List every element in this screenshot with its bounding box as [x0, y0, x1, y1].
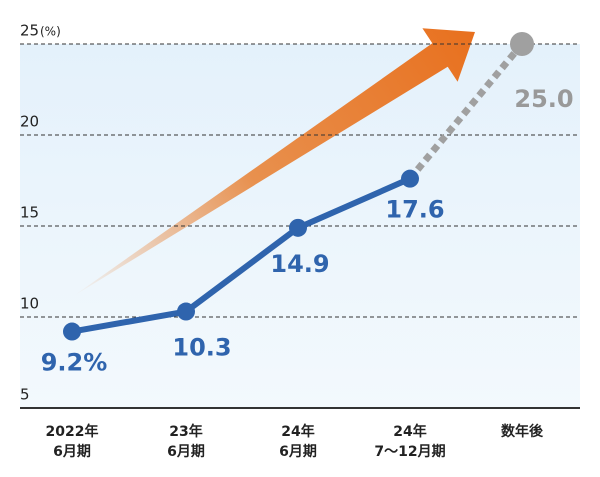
data-point	[401, 169, 419, 188]
data-point	[289, 218, 307, 237]
data-label: 25.0	[514, 85, 573, 113]
y-tick-label: 10	[20, 295, 39, 313]
data-label: 9.2%	[41, 349, 108, 377]
x-tick-label: 7～12月期	[374, 444, 445, 460]
data-point	[177, 302, 195, 321]
x-tick-label: 2022年	[46, 423, 99, 440]
x-tick-label: 24年	[281, 423, 314, 440]
x-tick-label: 数年後	[501, 423, 544, 440]
x-tick-label: 24年	[393, 423, 426, 440]
y-tick-label: 20	[20, 113, 39, 131]
data-label: 17.6	[385, 196, 444, 224]
x-tick-label: 6月期	[279, 444, 317, 460]
data-point	[63, 322, 81, 341]
trend-arrow	[72, 28, 475, 297]
data-label: 14.9	[270, 250, 329, 278]
y-tick-label: 15	[20, 204, 39, 222]
x-tick-label: 23年	[169, 423, 202, 440]
data-point	[510, 32, 534, 56]
y-tick-label: 5	[20, 386, 30, 404]
data-label: 10.3	[172, 334, 231, 362]
x-tick-label: 6月期	[167, 444, 205, 460]
x-tick-label: 6月期	[53, 444, 91, 460]
series-line	[71, 175, 412, 335]
y-tick-label: 25	[20, 22, 39, 40]
series-line	[407, 41, 525, 181]
y-unit: (%)	[40, 25, 61, 39]
